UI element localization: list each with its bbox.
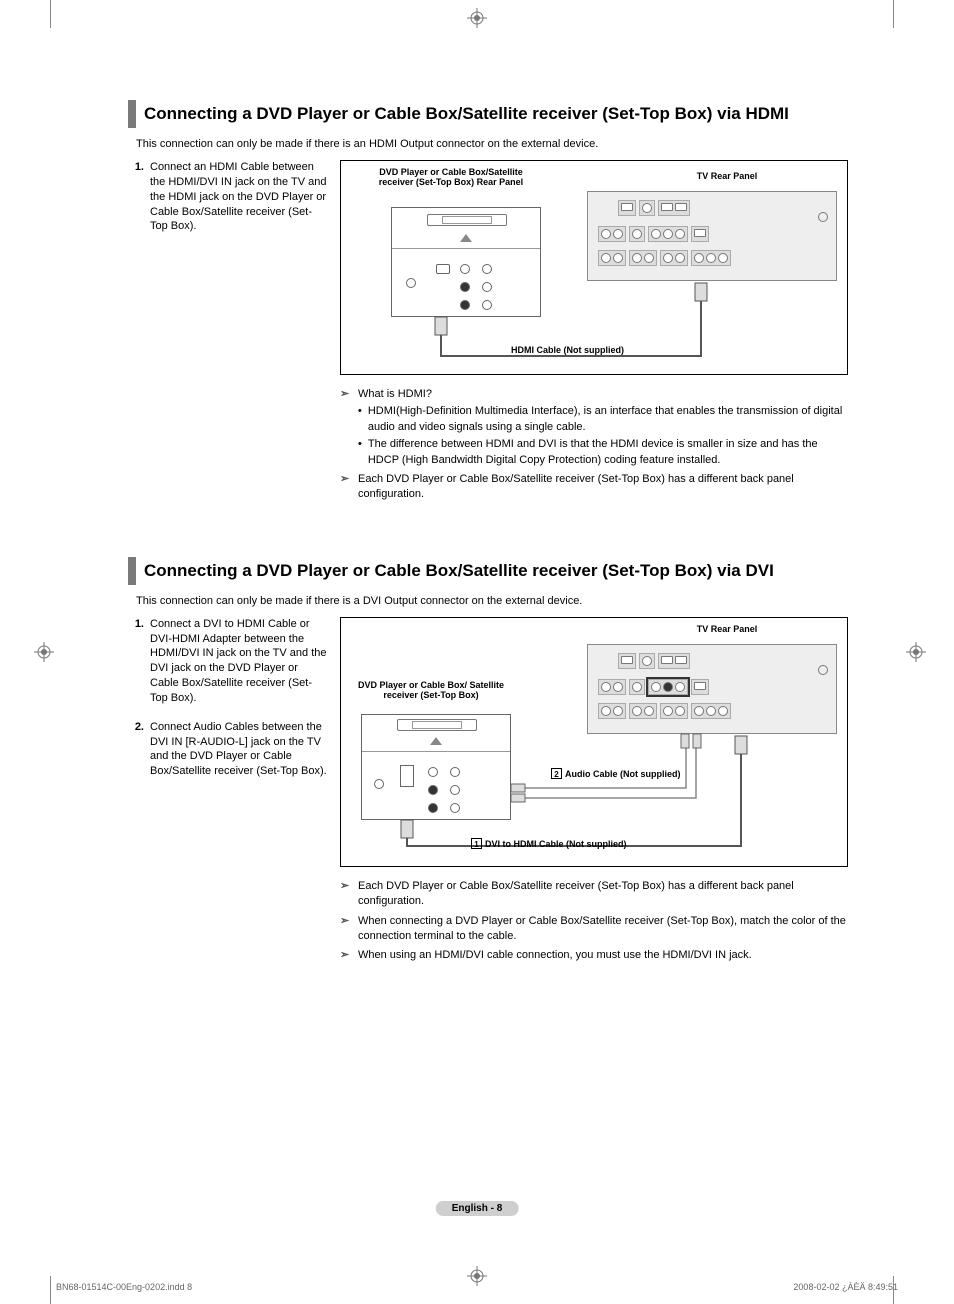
note-sub-text: The difference between HDMI and DVI is t… xyxy=(368,437,848,468)
tv-rear-panel xyxy=(587,644,837,734)
section-title: Connecting a DVD Player or Cable Box/Sat… xyxy=(128,557,848,585)
step-text: Connect Audio Cables between the DVI IN … xyxy=(150,720,328,779)
notes-block: ➢Each DVD Player or Cable Box/Satellite … xyxy=(340,879,848,964)
footer-timestamp: 2008-02-02 ¿ÀÈÄ 8:49:51 xyxy=(793,1282,898,1292)
note-marker-icon: ➢ xyxy=(340,472,354,503)
stb-label: DVD Player or Cable Box/Satellite receiv… xyxy=(361,167,541,187)
notes-block: ➢ What is HDMI? •HDMI(High-Definition Mu… xyxy=(340,387,848,503)
step-number: 1. xyxy=(128,617,144,706)
footer: BN68-01514C-00Eng-0202.indd 8 2008-02-02… xyxy=(56,1282,898,1292)
section-hdmi: Connecting a DVD Player or Cable Box/Sat… xyxy=(128,100,848,507)
cable-num-box: 2 xyxy=(551,768,562,779)
stb-device xyxy=(391,207,541,317)
note-lead: When using an HDMI/DVI cable connection,… xyxy=(358,948,848,963)
note-lead: What is HDMI? xyxy=(358,388,432,400)
note-sub-text: HDMI(High-Definition Multimedia Interfac… xyxy=(368,404,848,435)
note-marker-icon: ➢ xyxy=(340,948,354,963)
cable-label: HDMI Cable (Not supplied) xyxy=(511,345,624,355)
note-lead: Each DVD Player or Cable Box/Satellite r… xyxy=(358,879,848,910)
connection-diagram: DVD Player or Cable Box/Satellite receiv… xyxy=(340,160,848,375)
step-text: Connect a DVI to HDMI Cable or DVI-HDMI … xyxy=(150,617,328,706)
stb-label: DVD Player or Cable Box/ Satellite recei… xyxy=(351,680,511,700)
step-item: 1. Connect a DVI to HDMI Cable or DVI-HD… xyxy=(128,617,328,706)
cable1-label: 1DVI to HDMI Cable (Not supplied) xyxy=(471,838,627,849)
step-item: 1. Connect an HDMI Cable between the HDM… xyxy=(128,160,328,234)
section-intro: This connection can only be made if ther… xyxy=(136,595,848,607)
registration-mark xyxy=(467,8,487,28)
crop-mark xyxy=(50,1276,51,1304)
step-number: 1. xyxy=(128,160,144,234)
page-number-badge: English - 8 xyxy=(436,1201,519,1216)
registration-mark xyxy=(906,642,926,662)
tv-label: TV Rear Panel xyxy=(667,624,787,634)
steps-column: 1. Connect an HDMI Cable between the HDM… xyxy=(128,160,328,507)
section-intro: This connection can only be made if ther… xyxy=(136,138,848,150)
section-dvi: Connecting a DVD Player or Cable Box/Sat… xyxy=(128,557,848,968)
registration-mark xyxy=(34,642,54,662)
note-marker-icon: ➢ xyxy=(340,387,354,468)
note-lead: When connecting a DVD Player or Cable Bo… xyxy=(358,914,848,945)
step-text: Connect an HDMI Cable between the HDMI/D… xyxy=(150,160,328,234)
note-marker-icon: ➢ xyxy=(340,914,354,945)
footer-filename: BN68-01514C-00Eng-0202.indd 8 xyxy=(56,1282,192,1292)
crop-mark xyxy=(50,0,51,28)
note-lead: Each DVD Player or Cable Box/Satellite r… xyxy=(358,472,848,503)
cable2-label: 2Audio Cable (Not supplied) xyxy=(551,768,681,779)
section-title: Connecting a DVD Player or Cable Box/Sat… xyxy=(128,100,848,128)
tv-label: TV Rear Panel xyxy=(667,171,787,181)
connection-diagram: DVD Player or Cable Box/ Satellite recei… xyxy=(340,617,848,867)
tv-rear-panel xyxy=(587,191,837,281)
note-marker-icon: ➢ xyxy=(340,879,354,910)
steps-column: 1. Connect a DVI to HDMI Cable or DVI-HD… xyxy=(128,617,328,968)
cable-num-box: 1 xyxy=(471,838,482,849)
page-content: Connecting a DVD Player or Cable Box/Sat… xyxy=(128,100,848,1018)
stb-device xyxy=(361,714,511,820)
crop-mark xyxy=(893,0,894,28)
step-item: 2. Connect Audio Cables between the DVI … xyxy=(128,720,328,779)
step-number: 2. xyxy=(128,720,144,779)
